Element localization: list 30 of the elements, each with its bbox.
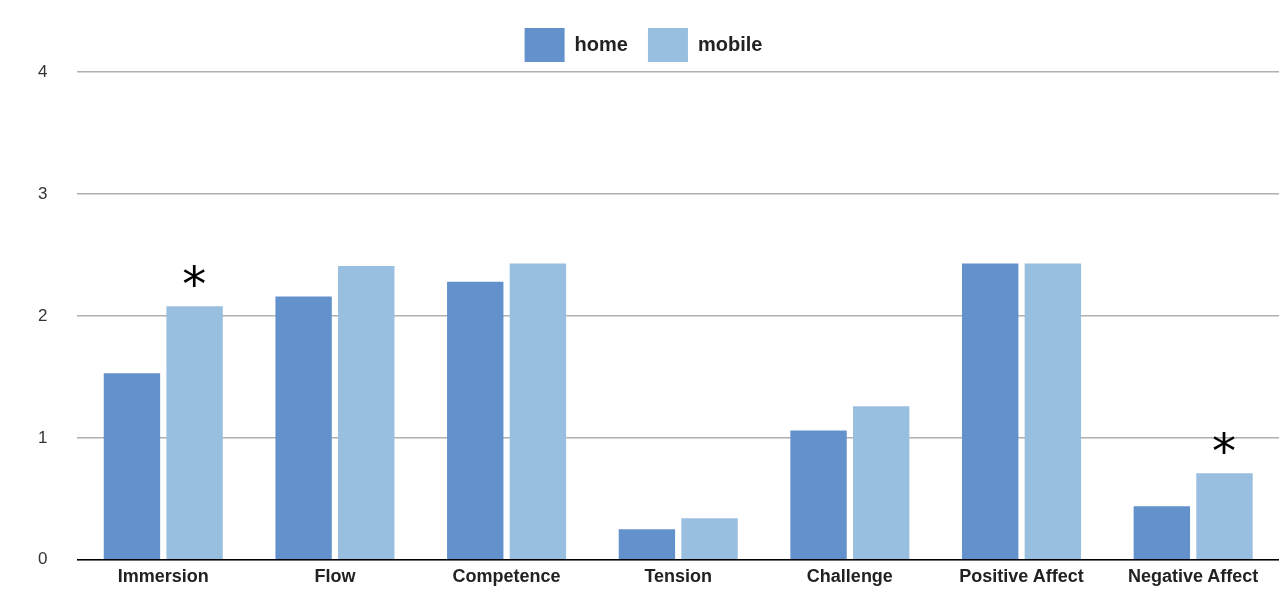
y-tick-label: 0 xyxy=(37,549,48,569)
y-tick-label: 1 xyxy=(37,427,48,447)
bar xyxy=(681,518,738,560)
bar xyxy=(790,430,847,560)
x-tick-label: Immersion xyxy=(117,565,209,586)
bar xyxy=(338,265,395,560)
bar xyxy=(166,306,223,560)
bar xyxy=(1133,506,1191,560)
annotation: * xyxy=(182,255,207,312)
bar xyxy=(275,296,332,560)
bar xyxy=(1024,263,1082,560)
x-tick-label: Competence xyxy=(452,565,561,586)
x-tick-label: Negative Affect xyxy=(1127,565,1259,586)
y-tick-label: 3 xyxy=(37,183,48,203)
bar xyxy=(1196,473,1253,560)
legend-label: home xyxy=(574,32,628,55)
x-tick-label: Positive Affect xyxy=(959,565,1084,586)
bar xyxy=(853,406,910,560)
y-tick-label: 2 xyxy=(37,305,48,325)
y-tick-label: 4 xyxy=(37,61,48,81)
bar xyxy=(509,263,567,560)
bar xyxy=(447,281,504,560)
legend-label: mobile xyxy=(697,32,763,55)
annotation: * xyxy=(1212,422,1237,479)
bar xyxy=(962,263,1019,560)
bar xyxy=(618,529,676,560)
bar xyxy=(103,373,161,560)
x-tick-label: Flow xyxy=(314,565,357,586)
x-tick-label: Challenge xyxy=(806,565,893,586)
x-tick-label: Tension xyxy=(644,565,713,586)
